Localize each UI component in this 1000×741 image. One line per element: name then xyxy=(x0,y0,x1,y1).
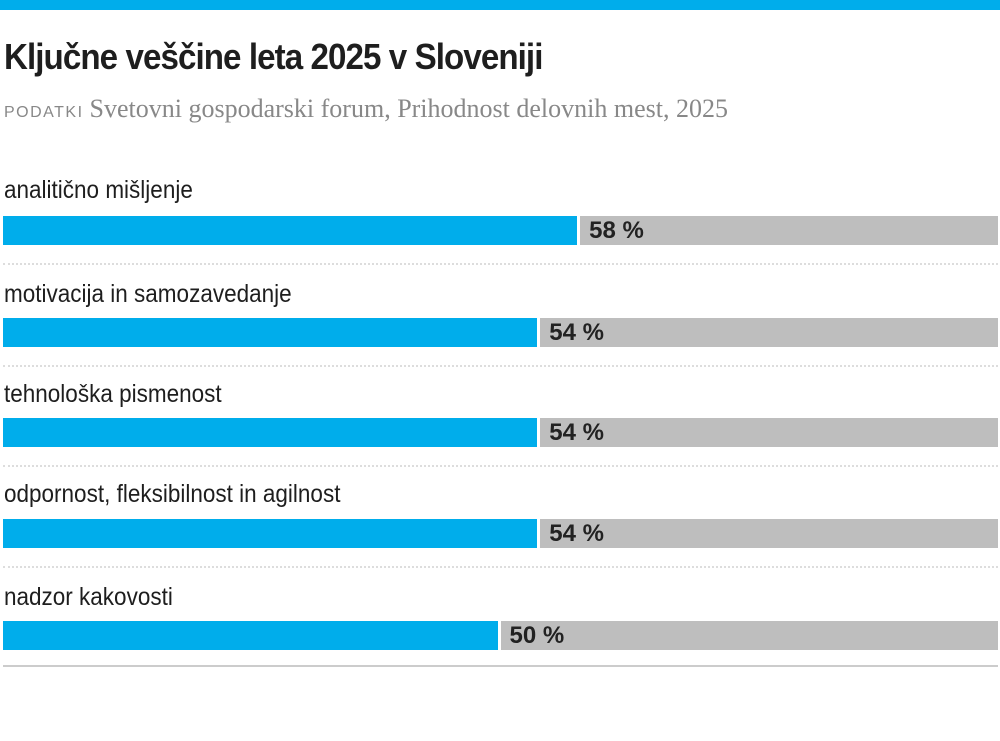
chart-title: Ključne veščine leta 2025 v Sloveniji xyxy=(4,36,543,77)
row-separator xyxy=(3,365,998,367)
top-accent-bar xyxy=(0,0,1000,10)
bar xyxy=(3,418,541,447)
bar-track: 54 % xyxy=(3,418,998,447)
source-label: PODATKI xyxy=(4,104,84,121)
baseline xyxy=(3,665,998,667)
category-label: tehnološka pismenost xyxy=(4,380,222,408)
value-label: 54 % xyxy=(549,319,604,346)
category-label: nadzor kakovosti xyxy=(4,583,173,611)
bar xyxy=(3,519,541,548)
value-label: 50 % xyxy=(509,622,565,649)
row-separator xyxy=(3,263,998,265)
bar-track: 50 % xyxy=(3,621,998,650)
value-label: 54 % xyxy=(549,520,604,547)
chart-source: PODATKI Svetovni gospodarski forum, Priho… xyxy=(4,94,728,124)
value-label: 58 % xyxy=(589,217,644,244)
bar xyxy=(3,216,581,245)
category-label: odpornost, fleksibilnost in agilnost xyxy=(4,480,341,508)
row-separator xyxy=(3,465,998,467)
bar-track: 54 % xyxy=(3,318,998,347)
category-label: analitično mišljenje xyxy=(4,176,193,204)
bar xyxy=(3,621,501,650)
value-label: 54 % xyxy=(549,419,604,446)
row-separator xyxy=(3,566,998,568)
bar xyxy=(3,318,541,347)
bar-track: 58 % xyxy=(3,216,998,245)
category-label: motivacija in samozavedanje xyxy=(4,280,292,308)
source-text: Svetovni gospodarski forum, Prihodnost d… xyxy=(89,94,728,123)
bar-track: 54 % xyxy=(3,519,998,548)
